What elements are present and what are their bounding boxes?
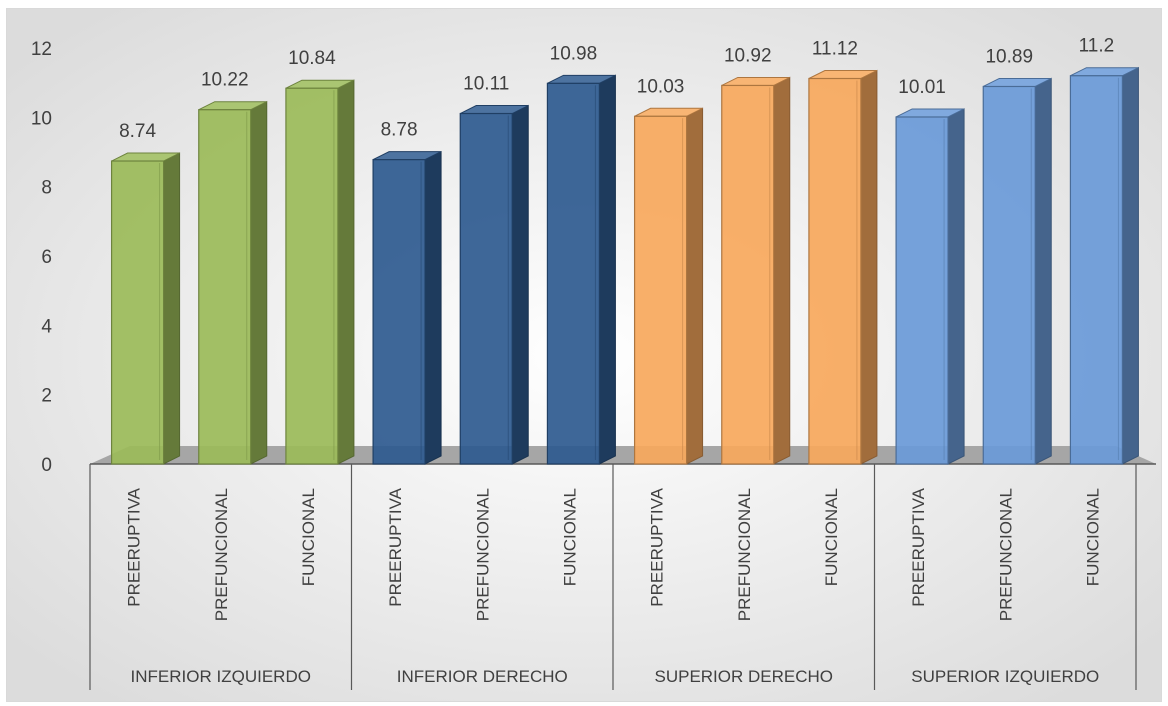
data-label: 10.03 <box>637 76 685 97</box>
group-label: INFERIOR IZQUIERDO <box>131 667 311 686</box>
bar-front <box>982 85 1036 465</box>
y-tick-label: 0 <box>41 455 52 476</box>
category-label: PREERUPTIVA <box>648 487 667 606</box>
bar-side <box>598 74 616 465</box>
data-label: 10.89 <box>985 46 1033 67</box>
chart-floor <box>90 446 1156 464</box>
bar-front <box>895 116 949 465</box>
bar <box>808 69 878 465</box>
bar-side <box>1034 77 1052 465</box>
category-label: PREFUNCIONAL <box>996 488 1015 621</box>
bar-front <box>372 159 426 465</box>
bar <box>285 79 355 465</box>
bar-front <box>285 87 339 465</box>
bar <box>1069 66 1139 465</box>
bar-side <box>686 107 704 465</box>
bar-side <box>163 152 181 465</box>
bar-side <box>860 69 878 465</box>
bar-front <box>1069 75 1124 465</box>
bar-side <box>511 104 529 465</box>
labels-layer: INFERIOR IZQUIERDO 8.74 PREERUPTIVA 10.22 PR… <box>119 36 1114 686</box>
bar-side <box>947 108 965 465</box>
bar <box>633 107 704 465</box>
bar-side <box>424 150 442 465</box>
chart-frame <box>6 8 1162 702</box>
bar-front <box>459 112 513 465</box>
category-label: FUNCIONAL <box>299 488 318 586</box>
y-tick-label: 4 <box>41 316 52 337</box>
bar <box>546 74 616 465</box>
data-label: 10.01 <box>898 77 946 98</box>
bar-front <box>808 77 862 465</box>
category-label: PREERUPTIVA <box>909 487 928 606</box>
bar-front <box>546 82 601 465</box>
bars-layer <box>110 66 1139 465</box>
bar-side <box>337 79 355 465</box>
bar-front <box>633 115 688 465</box>
axis-layer: 0 2 4 6 8 10 12 <box>31 39 1156 690</box>
bar <box>198 100 268 465</box>
data-label: 10.11 <box>463 74 509 95</box>
bar-front <box>198 109 252 465</box>
bar <box>459 104 529 465</box>
category-label: FUNCIONAL <box>822 488 841 586</box>
y-tick-label: 6 <box>41 247 52 268</box>
data-label: 10.22 <box>201 70 249 91</box>
data-label: 8.74 <box>119 121 156 142</box>
group-label: SUPERIOR IZQUIERDO <box>911 667 1099 686</box>
data-label: 11.12 <box>812 39 858 60</box>
y-tick-label: 8 <box>41 178 52 199</box>
group-label: SUPERIOR DERECHO <box>654 667 833 686</box>
category-label: FUNCIONAL <box>1083 488 1102 586</box>
category-label: PREERUPTIVA <box>125 487 144 606</box>
bar <box>721 76 791 465</box>
bar-side <box>250 100 268 465</box>
category-label: PREFUNCIONAL <box>212 488 231 621</box>
category-label: PREERUPTIVA <box>386 487 405 606</box>
data-label: 10.84 <box>288 48 336 69</box>
bar-side <box>773 76 791 465</box>
bar <box>110 152 181 465</box>
data-label: 10.98 <box>550 43 598 64</box>
y-tick-label: 10 <box>31 108 52 129</box>
data-label: 10.92 <box>724 45 772 66</box>
category-label: PREFUNCIONAL <box>735 488 754 621</box>
bar-front <box>110 160 165 465</box>
group-label: INFERIOR DERECHO <box>397 667 568 686</box>
bar-side <box>1121 66 1139 465</box>
bar-front <box>721 84 775 465</box>
category-label: FUNCIONAL <box>560 488 579 586</box>
bar <box>982 77 1052 465</box>
y-tick-label: 2 <box>41 386 52 407</box>
category-label: PREFUNCIONAL <box>473 488 492 621</box>
y-tick-label: 12 <box>31 39 52 60</box>
data-label: 8.78 <box>381 120 418 141</box>
bar <box>372 150 442 465</box>
bar <box>895 108 965 465</box>
data-label: 11.2 <box>1079 36 1115 57</box>
